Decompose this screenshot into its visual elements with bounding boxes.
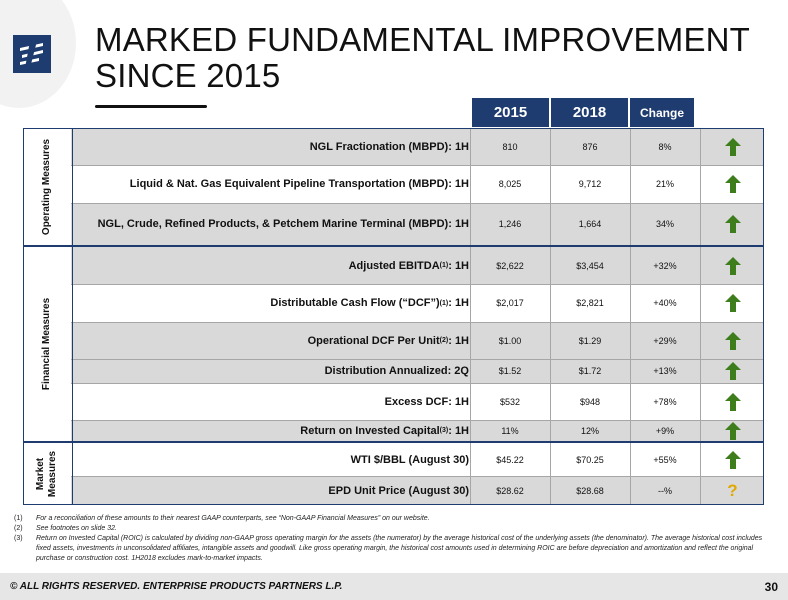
- row-metric: Liquid & Nat. Gas Equivalent Pipeline Tr…: [129, 178, 469, 190]
- footnotes: (1) For a reconciliation of these amounts…: [14, 514, 776, 564]
- value-2018: 12%: [580, 425, 599, 436]
- logo: [0, 0, 76, 108]
- row-separator: [71, 165, 764, 166]
- change-value: +29%: [653, 335, 677, 346]
- title-line-1: MARKED FUNDAMENTAL IMPROVEMENT: [95, 21, 751, 58]
- row-metric: WTI $/BBL (August 30): [350, 453, 469, 466]
- value-2015: $28.62: [496, 485, 524, 496]
- change-value: 34%: [655, 219, 674, 229]
- up-arrow-icon: [701, 420, 764, 441]
- section-label-operating: Operating Measures: [41, 138, 52, 235]
- table-row: EPD Unit Price (August 30) $28.62 $28.68…: [71, 476, 764, 505]
- row-metric: Adjusted EBITDA (1): 1H: [348, 259, 469, 272]
- table-row: Operational DCF Per Unit (2): 1H $1.00 $1…: [71, 322, 764, 359]
- change-value: --%: [658, 485, 672, 496]
- header-2015: 2015: [472, 98, 549, 127]
- title-line-2: SINCE 2015: [95, 57, 281, 94]
- value-2018: 1,664: [578, 219, 602, 229]
- up-arrow-icon: [701, 165, 764, 203]
- copyright-text: © ALL RIGHTS RESERVED. ENTERPRISE PRODUC…: [10, 581, 343, 592]
- row-metric: Distribution Annualized: 2Q: [324, 365, 469, 377]
- table-row: Distribution Annualized: 2Q $1.52 $1.72 …: [71, 359, 764, 383]
- value-2018: $2,821: [576, 298, 604, 308]
- table-row: NGL, Crude, Refined Products, & Petchem …: [71, 203, 764, 245]
- value-2015: 8,025: [498, 179, 522, 189]
- row-metric: NGL Fractionation (MBPD): 1H: [309, 140, 469, 153]
- row-separator: [71, 359, 764, 360]
- value-2015: $1.00: [498, 335, 522, 346]
- header-change: Change: [630, 98, 694, 127]
- table-row: Liquid & Nat. Gas Equivalent Pipeline Tr…: [71, 165, 764, 203]
- change-value: 8%: [658, 141, 672, 152]
- up-arrow-icon: [701, 443, 764, 476]
- row-separator: [71, 284, 764, 285]
- table-row: Distributable Cash Flow (“DCF”) (1): 1H $…: [71, 284, 764, 322]
- value-2015: 1,246: [498, 219, 522, 229]
- footnote: (2) See footnotes on slide 32.: [14, 525, 117, 532]
- up-arrow-icon: [701, 322, 764, 359]
- change-value: 21%: [655, 179, 674, 189]
- footer: © ALL RIGHTS RESERVED. ENTERPRISE PRODUC…: [0, 573, 788, 600]
- up-arrow-icon: [701, 359, 764, 383]
- row-separator: [71, 383, 764, 384]
- change-value: +40%: [653, 298, 677, 308]
- table-row: Excess DCF: 1H $532 $948 +78%: [71, 383, 764, 420]
- row-metric: EPD Unit Price (August 30): [328, 484, 469, 497]
- change-value: +9%: [655, 425, 675, 436]
- row-separator: [71, 420, 764, 421]
- value-2015: $2,017: [496, 298, 524, 308]
- up-arrow-icon: [701, 247, 764, 284]
- table-row: Return on Invested Capital (3): 1H 11% 12…: [71, 420, 764, 441]
- value-2018: $948: [579, 396, 601, 407]
- section-label-financial: Financial Measures: [41, 297, 53, 391]
- change-value: +13%: [653, 366, 677, 376]
- value-2018: $1.29: [578, 335, 602, 346]
- up-arrow-icon: [701, 128, 764, 165]
- value-2018: 876: [582, 141, 598, 152]
- value-2018: $28.68: [576, 485, 604, 496]
- title-underline: [95, 105, 207, 108]
- up-arrow-icon: [701, 203, 764, 245]
- table-row: NGL Fractionation (MBPD): 1H 810 876 8%: [71, 128, 764, 165]
- change-value: +78%: [653, 396, 677, 407]
- row-metric: Operational DCF Per Unit (2): 1H: [307, 334, 469, 347]
- measures-table: NGL Fractionation (MBPD): 1H 810 876 8% …: [23, 128, 764, 505]
- up-arrow-icon: [701, 383, 764, 420]
- row-metric: NGL, Crude, Refined Products, & Petchem …: [97, 218, 469, 230]
- column-separator: [630, 128, 631, 505]
- up-arrow-icon: [701, 284, 764, 322]
- value-2018: $70.25: [576, 454, 604, 465]
- section-label-market: Market Measures: [34, 450, 58, 498]
- value-2015: $1.52: [498, 366, 522, 376]
- value-2015: $2,622: [496, 260, 524, 271]
- column-separator: [700, 128, 701, 505]
- value-2018: $1.72: [578, 366, 602, 376]
- row-metric: Return on Invested Capital (3): 1H: [300, 424, 469, 437]
- row-separator: [71, 476, 764, 477]
- row-separator: [71, 203, 764, 204]
- value-2018: 9,712: [578, 179, 602, 189]
- value-2015: 810: [502, 141, 518, 152]
- value-2018: $3,454: [576, 260, 604, 271]
- column-separator: [550, 128, 551, 505]
- change-value: +32%: [653, 260, 677, 271]
- page-title: MARKED FUNDAMENTAL IMPROVEMENT SINCE 201…: [95, 22, 775, 94]
- enterprise-logo-icon: [13, 35, 51, 73]
- value-2015: $532: [499, 396, 521, 407]
- table-row: WTI $/BBL (August 30) $45.22 $70.25 +55%: [71, 443, 764, 476]
- page-number: 30: [764, 579, 778, 594]
- change-value: +55%: [653, 454, 677, 465]
- footnote: (1) For a reconciliation of these amounts…: [14, 515, 430, 522]
- value-2015: $45.22: [496, 454, 524, 465]
- row-separator: [71, 322, 764, 323]
- question-mark-icon: ?: [727, 480, 738, 500]
- value-2015: 11%: [501, 425, 519, 436]
- column-separator: [470, 128, 471, 505]
- footnote: (3) Return on Invested Capital (ROIC) is …: [14, 535, 763, 562]
- table-row: Adjusted EBITDA (1): 1H $2,622 $3,454 +3…: [71, 247, 764, 284]
- header-2018: 2018: [551, 98, 628, 127]
- row-metric: Distributable Cash Flow (“DCF”) (1): 1H: [270, 297, 469, 309]
- row-metric: Excess DCF: 1H: [384, 395, 469, 408]
